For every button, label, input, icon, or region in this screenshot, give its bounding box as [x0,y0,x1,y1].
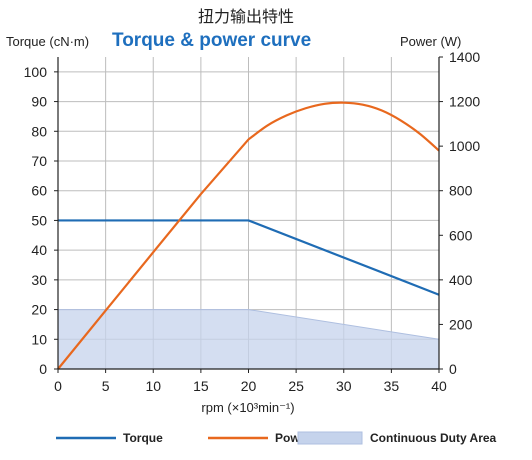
y-right-tick-label: 400 [449,272,473,288]
tick-labels: 0102030405060708090100020040060080010001… [24,49,481,394]
y-right-tick-label: 1400 [449,49,480,65]
series-line-power [57,101,440,370]
y-left-tick-label: 0 [39,361,47,377]
x-tick-label: 30 [336,378,352,394]
y-left-tick-label: 80 [31,123,47,139]
y-left-tick-label: 60 [31,183,47,199]
y-left-tick-label: 10 [31,331,47,347]
y-axis-right-label: Power (W) [400,34,461,49]
series-continuous-duty-area [58,309,439,369]
chart-title: Torque & power curve [112,30,311,51]
y-left-tick-label: 50 [31,212,47,228]
legend: Torque Power Continuous Duty Area [56,431,497,445]
legend-label-continuous-duty-area: Continuous Duty Area [370,431,497,445]
x-tick-label: 20 [241,378,257,394]
y-axis-left-label: Torque (cN·m) [6,34,89,49]
y-right-tick-label: 800 [449,183,473,199]
y-left-tick-label: 30 [31,272,47,288]
y-left-tick-label: 40 [31,242,47,258]
y-right-tick-label: 1000 [449,138,480,154]
series-line-torque [58,219,440,296]
y-left-tick-label: 90 [31,94,47,110]
legend-swatch-continuous-duty-area [297,431,363,445]
y-right-tick-label: 200 [449,316,473,332]
area-layer [58,309,440,369]
y-right-tick-label: 0 [449,361,457,377]
y-left-tick-label: 20 [31,302,47,318]
y-left-tick-label: 70 [31,153,47,169]
series-continuous-duty-area-edge [58,309,440,340]
chart-title-chinese: 扭力输出特性 [198,7,294,26]
x-tick-label: 35 [384,378,400,394]
x-tick-label: 15 [193,378,209,394]
x-tick-label: 5 [102,378,110,394]
legend-label-torque: Torque [123,431,163,445]
y-right-tick-label: 1200 [449,94,480,110]
x-tick-label: 25 [288,378,304,394]
axes [54,56,443,373]
y-left-tick-label: 100 [24,64,48,80]
x-tick-label: 0 [54,378,62,394]
lines-layer [57,101,440,370]
x-tick-label: 10 [145,378,161,394]
x-tick-label: 40 [431,378,447,394]
y-right-tick-label: 600 [449,227,473,243]
x-axis-label: rpm (×10³min⁻¹) [201,400,294,415]
